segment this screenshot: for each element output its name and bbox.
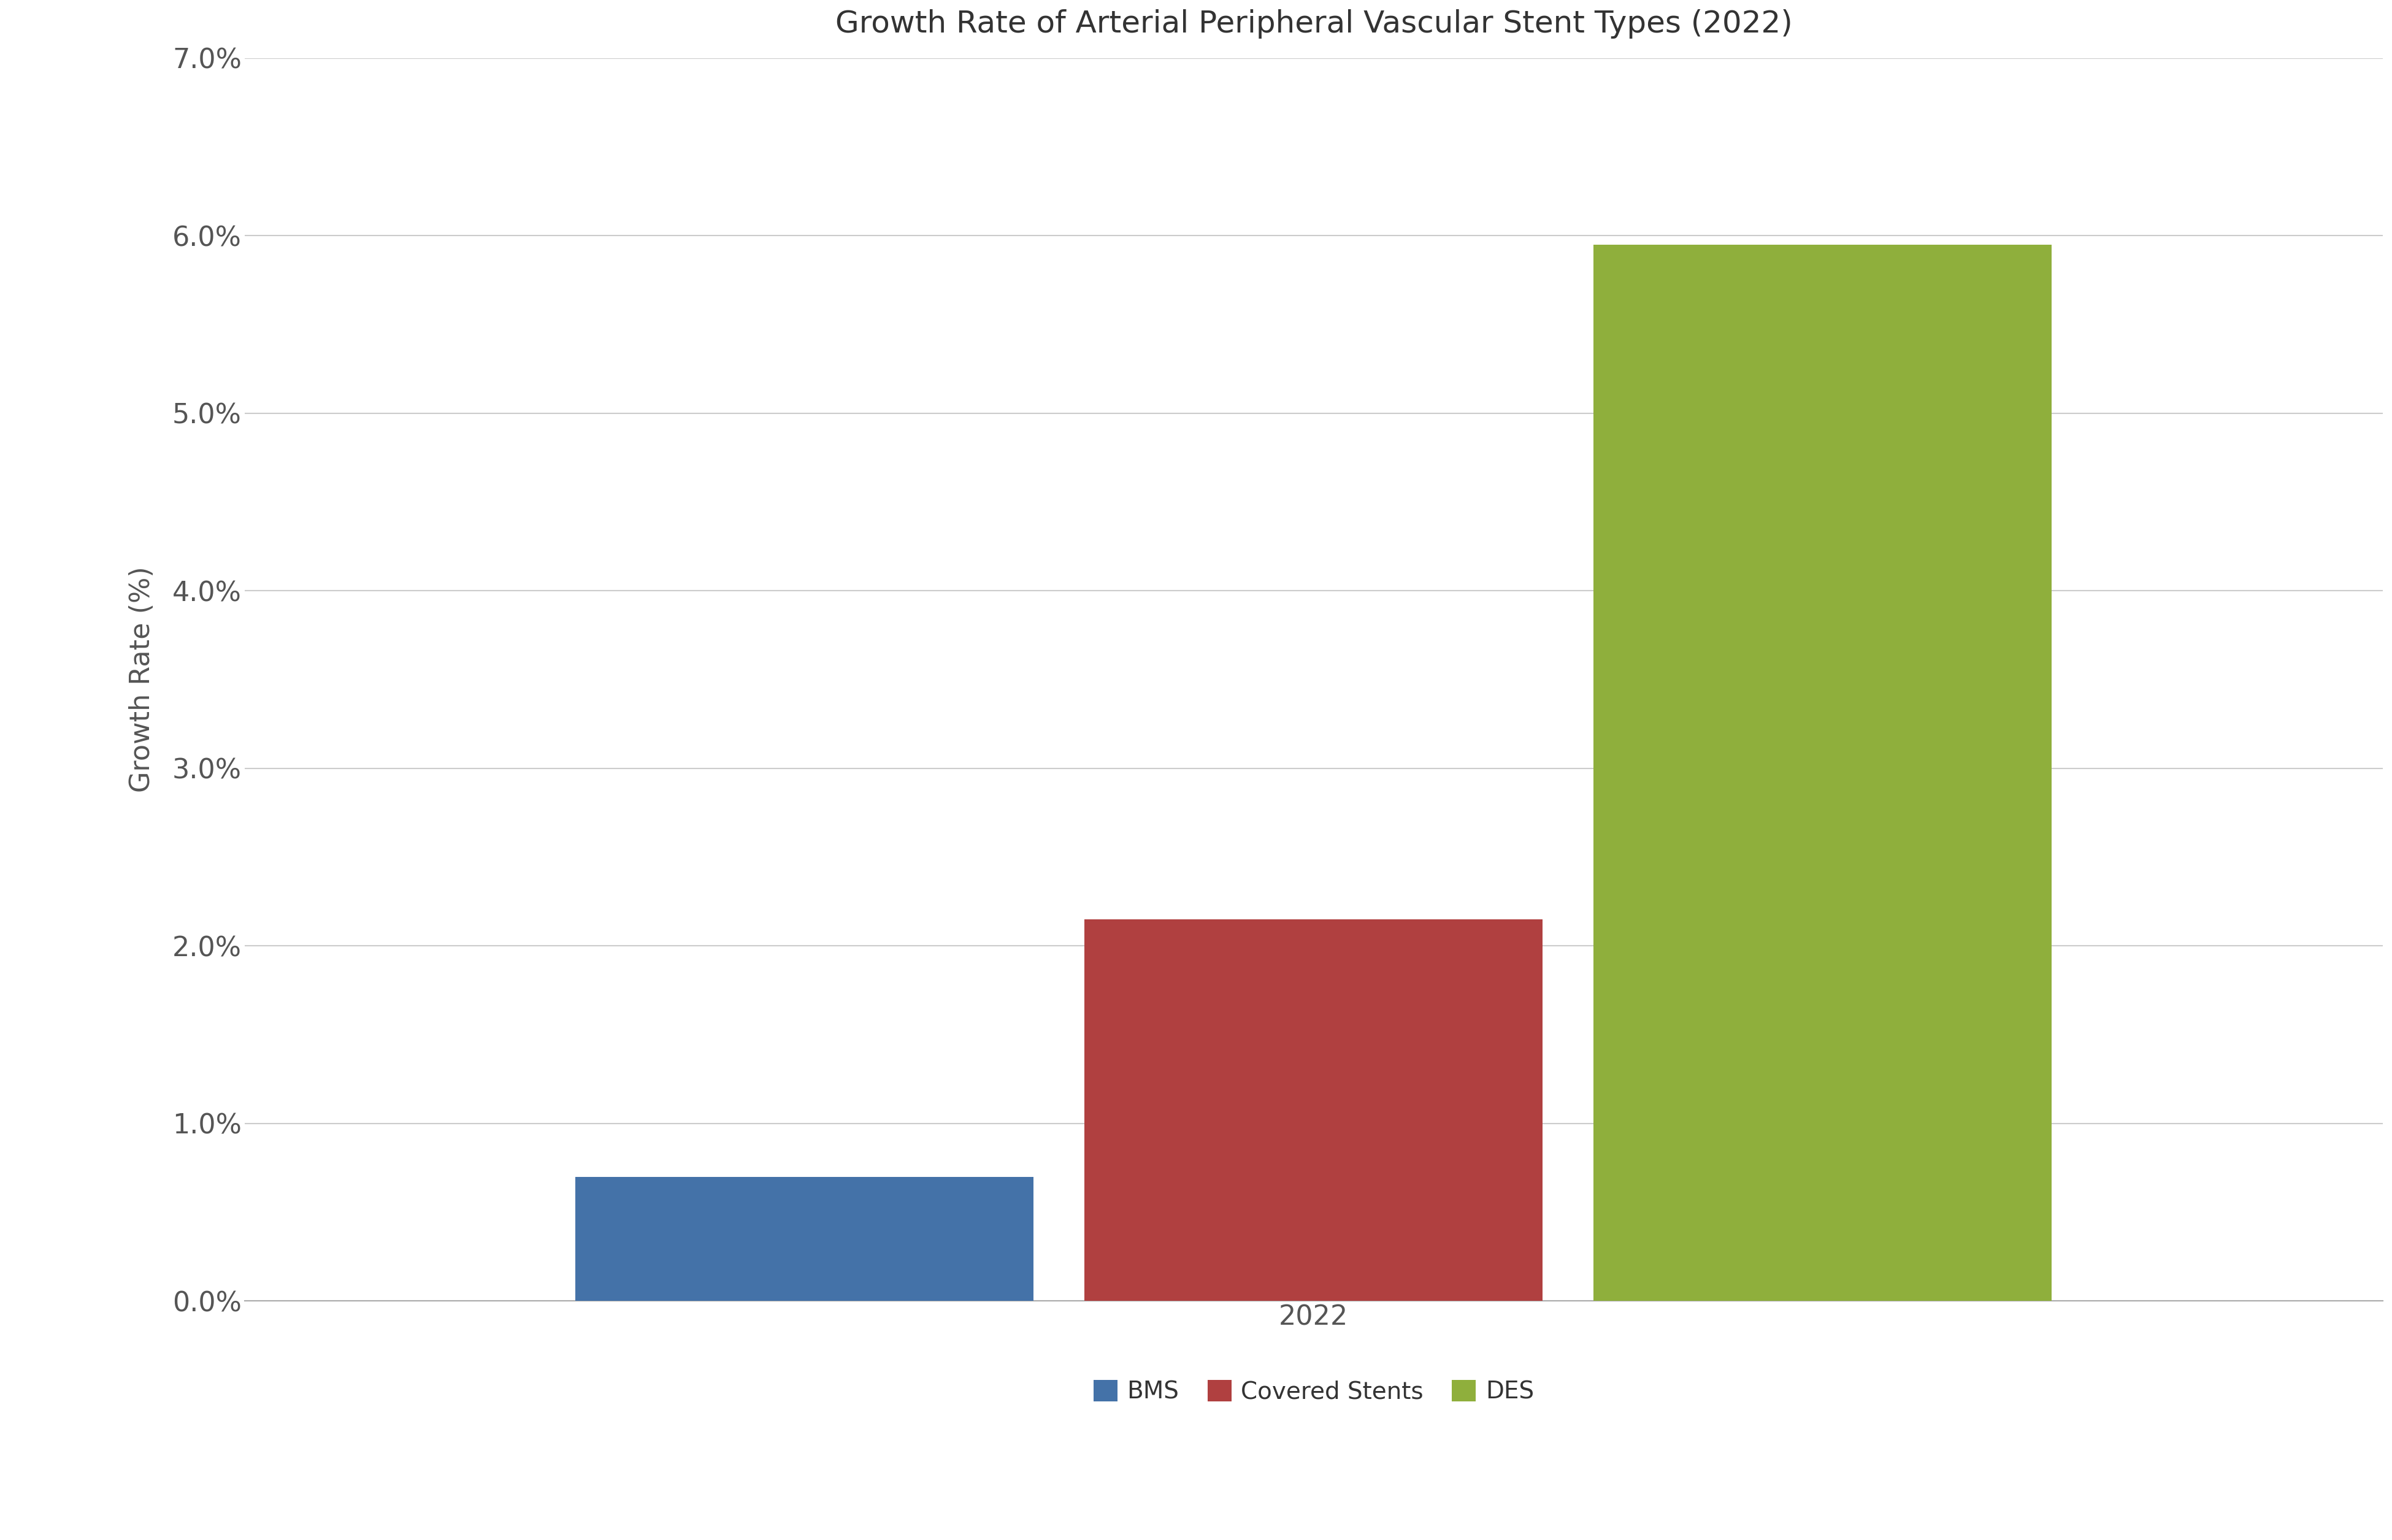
Y-axis label: Growth Rate (%): Growth Rate (%) bbox=[129, 567, 155, 793]
Legend: BMS, Covered Stents, DES: BMS, Covered Stents, DES bbox=[1084, 1371, 1543, 1414]
Bar bbox=[576, 1177, 1033, 1301]
Bar bbox=[1593, 245, 2052, 1301]
Title: Growth Rate of Arterial Peripheral Vascular Stent Types (2022): Growth Rate of Arterial Peripheral Vascu… bbox=[835, 9, 1792, 39]
Bar bbox=[1084, 919, 1543, 1301]
